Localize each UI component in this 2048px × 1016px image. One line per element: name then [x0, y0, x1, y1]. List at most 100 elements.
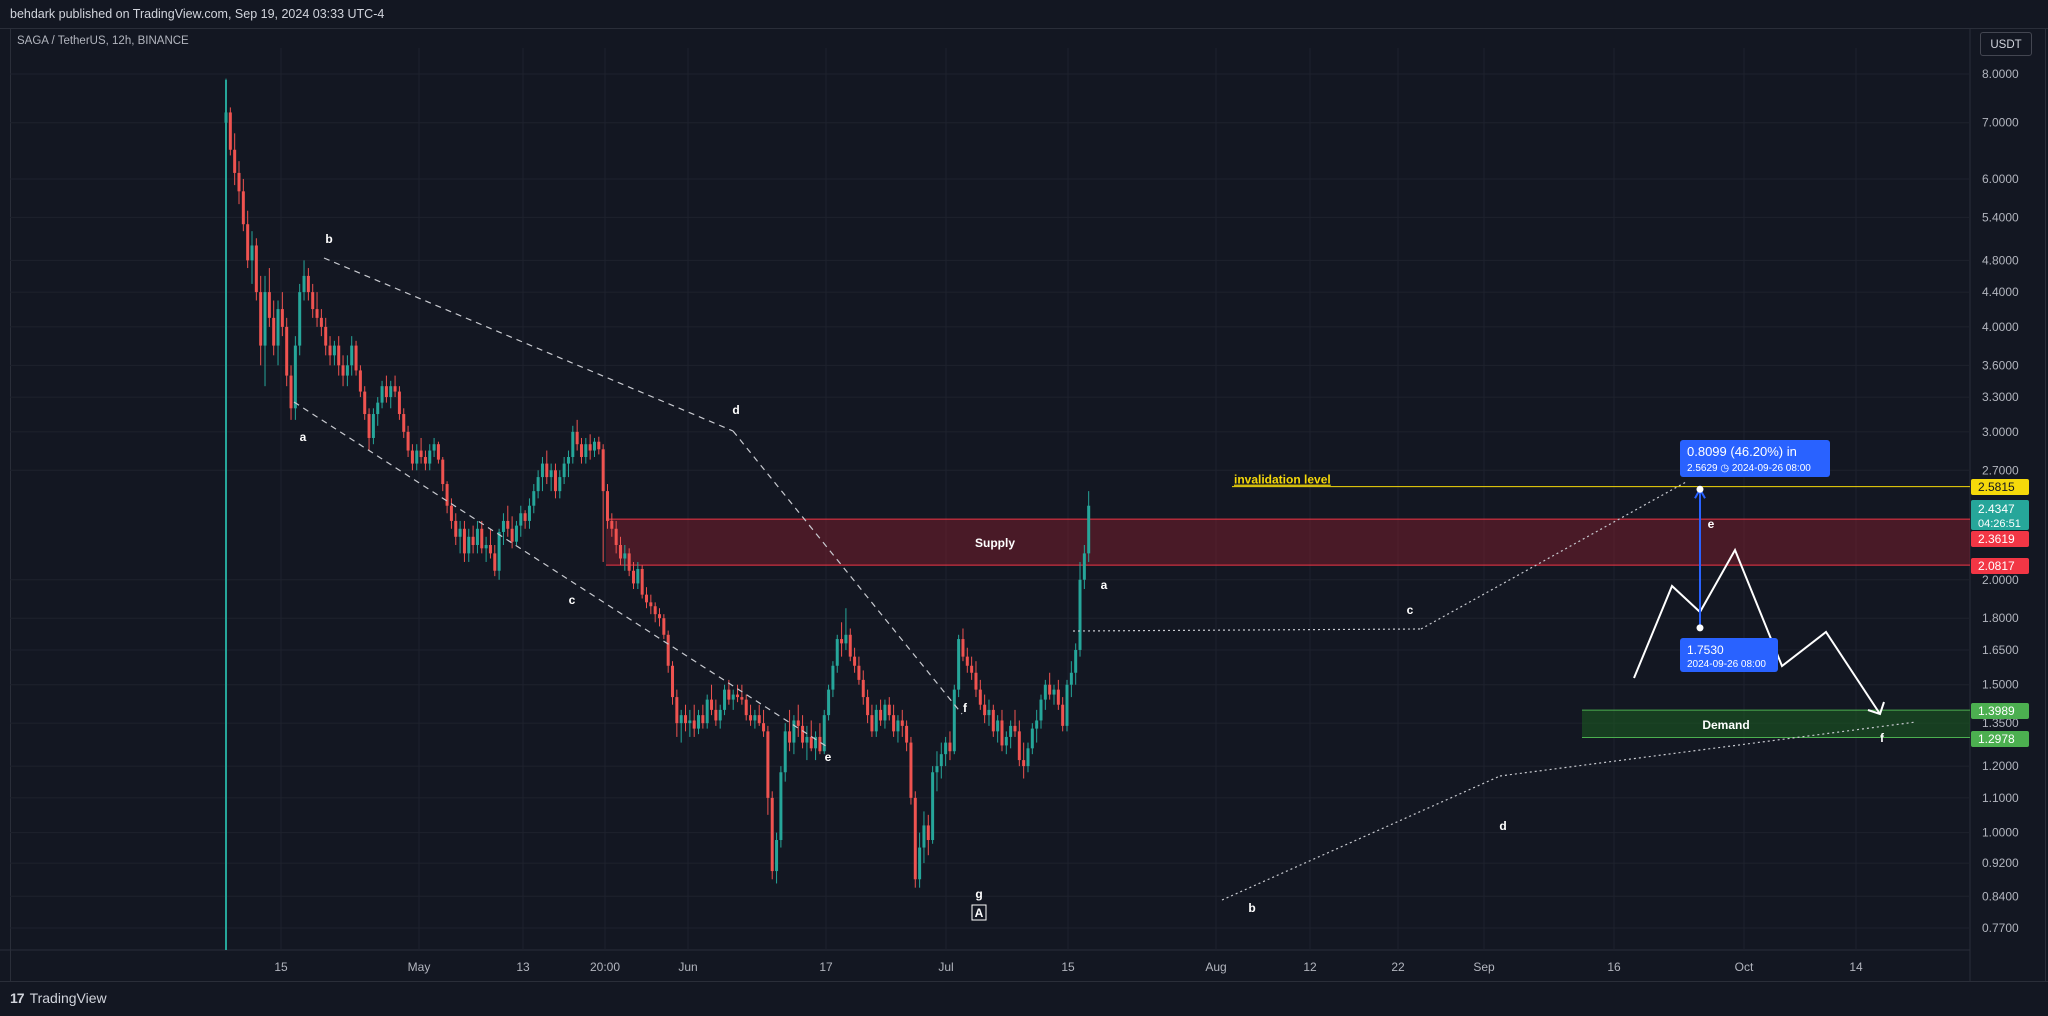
candle	[770, 791, 774, 880]
candle-body	[415, 450, 419, 464]
candle	[1048, 672, 1052, 700]
candle-body	[900, 720, 904, 726]
candle	[671, 661, 675, 705]
candle-body	[319, 317, 323, 327]
candle-body	[302, 275, 306, 293]
tradingview-logo[interactable]: 17 TradingView	[10, 990, 107, 1006]
candle-body	[584, 444, 588, 458]
candle	[723, 684, 727, 716]
candle-body	[623, 553, 627, 559]
candle-body	[467, 536, 471, 554]
candle	[358, 365, 362, 398]
candle-body	[848, 634, 852, 657]
candle-body	[887, 704, 891, 716]
candle-body	[276, 309, 280, 346]
candle-body	[744, 699, 748, 716]
candle	[1082, 544, 1086, 590]
candle	[428, 444, 432, 471]
candle	[987, 699, 991, 726]
candle	[1004, 731, 1008, 755]
candle-body	[926, 825, 930, 841]
candle	[697, 709, 701, 735]
candle	[1043, 679, 1047, 710]
candle	[337, 336, 341, 376]
candle	[757, 704, 761, 726]
candle-body	[840, 639, 844, 644]
time-tick-label: Sep	[1473, 960, 1495, 974]
candle	[246, 210, 250, 269]
price-axis-countdown: 04:26:51	[1978, 518, 2021, 530]
candle	[887, 697, 891, 721]
candle-body	[475, 528, 479, 545]
candle-body	[913, 797, 917, 880]
candle	[692, 704, 696, 737]
candle	[588, 434, 592, 460]
candle-body	[948, 742, 952, 752]
price-tick-label: 7.0000	[1982, 116, 2019, 130]
candle-body	[358, 370, 362, 392]
candle	[254, 238, 258, 301]
candle-body	[527, 505, 531, 521]
candle	[948, 731, 952, 761]
currency-button[interactable]: USDT	[1980, 32, 2032, 56]
candle	[605, 484, 609, 529]
candle-body	[1039, 699, 1043, 721]
price-tick-label: 8.0000	[1982, 67, 2019, 81]
candle	[562, 457, 566, 485]
candle-body	[575, 431, 579, 445]
candle	[783, 723, 787, 782]
candle-body	[1035, 720, 1039, 729]
candle-body	[259, 292, 263, 346]
candle	[250, 231, 254, 284]
candle-body	[436, 444, 440, 460]
candle	[831, 661, 835, 698]
candle-body	[822, 715, 826, 752]
measure-bottom-text: 1.7530	[1687, 643, 1724, 657]
measure-point-top	[1696, 485, 1704, 493]
candle	[415, 444, 419, 471]
time-tick-label: 16	[1607, 960, 1621, 974]
candle-body	[1061, 704, 1065, 726]
candle	[870, 704, 874, 737]
candle	[857, 656, 861, 685]
candle-body	[324, 326, 328, 346]
wave-label-box	[971, 904, 987, 921]
candle-body	[614, 528, 618, 545]
time-tick-label: Jun	[678, 960, 697, 974]
candle-body	[254, 245, 258, 293]
chart-frame	[10, 28, 2046, 981]
candle-body	[454, 520, 458, 537]
candle	[532, 484, 536, 514]
candle-body	[627, 553, 631, 571]
candle-body	[410, 450, 414, 464]
candle	[848, 628, 852, 662]
candle	[666, 630, 670, 673]
wave-label: g	[975, 887, 982, 901]
invalidation-label: invalidation level	[1234, 473, 1331, 487]
price-axis-label	[1971, 558, 2029, 574]
candle	[844, 608, 848, 650]
candle	[384, 375, 388, 403]
candle	[1017, 720, 1021, 767]
candle	[332, 340, 336, 366]
candle-body	[571, 431, 575, 458]
candle-body	[766, 731, 770, 798]
candle	[376, 397, 380, 426]
candle	[306, 268, 310, 301]
candle	[449, 498, 453, 529]
candle-body	[857, 665, 861, 680]
candle	[675, 689, 679, 737]
candle	[944, 736, 948, 767]
price-tick-label: 3.3000	[1982, 390, 2019, 404]
candle-body	[939, 754, 943, 767]
candle	[796, 704, 800, 737]
candle-body	[749, 715, 753, 721]
candle-body	[441, 459, 445, 485]
time-tick-label: 13	[516, 960, 530, 974]
candle-body	[354, 345, 358, 371]
symbol-info[interactable]: SAGA / TetherUS, 12h, BINANCE	[17, 35, 189, 47]
candle-body	[645, 594, 649, 603]
candle	[749, 704, 753, 726]
candle-body	[779, 772, 783, 841]
